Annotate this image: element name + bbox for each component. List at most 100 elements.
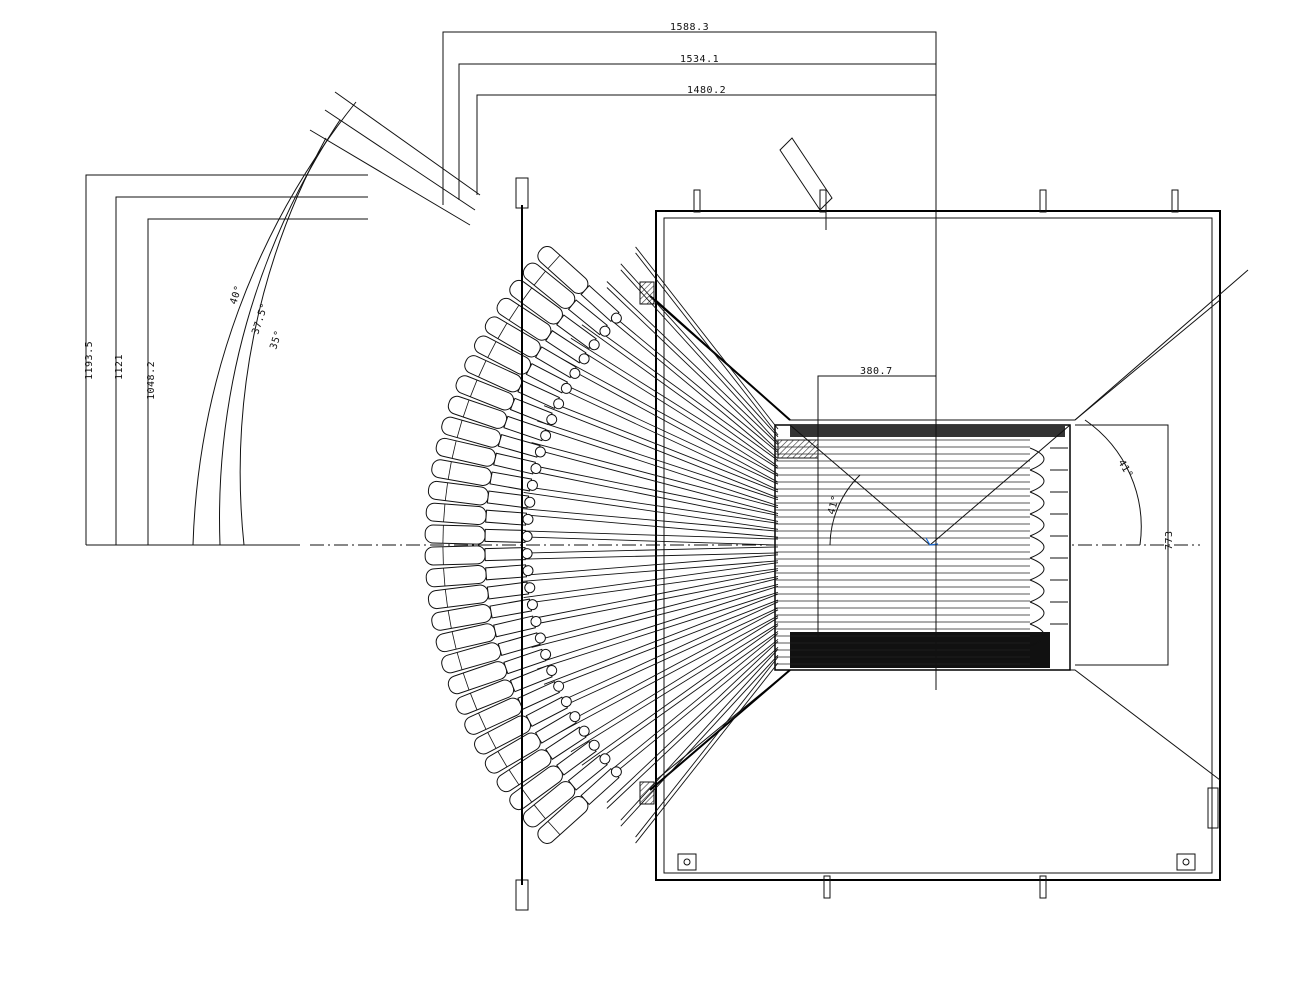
pmt-module <box>474 335 572 394</box>
pmt-module <box>424 545 533 566</box>
pmt-joint <box>546 414 558 426</box>
fiber-line <box>543 405 779 499</box>
fiber-line <box>531 442 779 509</box>
dim-top-1: 1588.3 <box>670 22 709 33</box>
fiber-line <box>606 646 779 809</box>
fiber-line <box>531 583 779 648</box>
fiber-line <box>521 508 779 532</box>
pmt-joint <box>569 367 581 379</box>
pmt-ring <box>533 270 546 286</box>
pmt-neck <box>489 471 533 492</box>
pmt-joint <box>526 479 538 491</box>
pmt-ring <box>456 652 463 670</box>
fiber-line <box>570 617 779 747</box>
pmt-ring <box>447 610 452 629</box>
fiber-line <box>581 625 779 766</box>
fiber-line <box>551 378 779 485</box>
fiber-line <box>526 463 779 516</box>
pmt-module <box>496 297 590 365</box>
detector-round <box>1029 623 1045 647</box>
pmt-module <box>484 316 581 379</box>
pmt-ring <box>451 631 457 650</box>
fiber-line <box>570 343 779 475</box>
angle-outer-label: 40° <box>228 284 245 306</box>
dim-center-width: 380.7 <box>860 366 893 377</box>
fiber-line <box>523 485 779 524</box>
pmt-ring <box>478 712 487 730</box>
pmt-module <box>455 664 558 715</box>
fiber-line <box>531 448 779 515</box>
pmt-ring <box>451 440 457 459</box>
pmt-joint <box>522 513 534 525</box>
pmt-joint <box>524 582 536 594</box>
pmt-ring <box>533 804 546 820</box>
dim-left-3: 1048.2 <box>146 361 157 400</box>
pmt-joint <box>540 648 552 660</box>
pmt-joint <box>560 696 572 708</box>
angle-center-left-label: 41° <box>826 494 842 516</box>
top-dimensions: 1588.3 1534.1 1480.2 <box>442 22 937 545</box>
fiber-line <box>520 536 779 546</box>
fiber-line <box>520 552 779 560</box>
pmt-module <box>537 766 622 844</box>
dim-top-3: 1480.2 <box>687 85 726 96</box>
pmt-joint <box>526 599 538 611</box>
pmt-joint <box>524 496 536 508</box>
pmt-module <box>484 711 581 774</box>
pmt-module <box>425 502 534 526</box>
angle-middle-label: 37.5° <box>250 302 271 336</box>
pmt-joint <box>599 753 611 765</box>
fiber-line <box>570 337 779 469</box>
pmt-module <box>447 395 552 442</box>
fiber-line <box>543 599 779 691</box>
fiber-line <box>551 601 779 706</box>
fiber-line <box>635 656 779 838</box>
pmt-joint <box>599 325 611 337</box>
fiber-line <box>521 560 779 582</box>
pmt-ring <box>487 341 497 358</box>
fiber-line <box>537 591 779 670</box>
fiber-line <box>620 263 779 438</box>
pmt-joint <box>578 353 590 365</box>
fiber-line <box>581 324 779 467</box>
pmt-module <box>435 437 542 475</box>
pmt-ring <box>547 821 561 835</box>
fiber-line <box>593 299 779 453</box>
pmt-ring <box>508 769 520 786</box>
fiber-line <box>537 420 779 501</box>
pmt-joint <box>578 725 590 737</box>
pmt-module <box>496 725 590 793</box>
pmt-ring <box>469 379 478 397</box>
pmt-module <box>455 375 558 426</box>
pmt-module <box>522 262 611 337</box>
fiber-line <box>526 570 779 621</box>
detector-round <box>1029 601 1045 625</box>
fiber-line <box>593 633 779 785</box>
pmt-module <box>441 416 546 458</box>
fiber-line <box>560 615 779 733</box>
pmt-ring <box>469 693 478 711</box>
dim-right-height: 773 <box>1164 530 1175 550</box>
angle-center-right-label: 41° <box>1115 458 1134 480</box>
pmt-joint <box>540 430 552 442</box>
pmt-ring <box>487 732 497 749</box>
pmt-neck <box>485 564 527 581</box>
fiber-line <box>526 469 779 522</box>
pmt-module <box>435 615 542 653</box>
pmt-ring <box>462 672 470 691</box>
detector-round <box>1029 469 1045 493</box>
fiber-line <box>593 305 779 459</box>
fiber-line <box>560 363 779 483</box>
fiber-line <box>521 554 779 576</box>
fiber-line <box>581 631 779 772</box>
pmt-body <box>425 564 487 588</box>
fiber-line <box>521 514 779 538</box>
detector-round <box>1029 579 1045 603</box>
pmt-joint <box>530 615 542 627</box>
pmt-neck <box>489 598 533 619</box>
pmt-joint <box>610 312 622 324</box>
fiber-line <box>551 384 779 491</box>
pmt-ring <box>443 503 446 522</box>
fiber-line <box>620 648 779 821</box>
